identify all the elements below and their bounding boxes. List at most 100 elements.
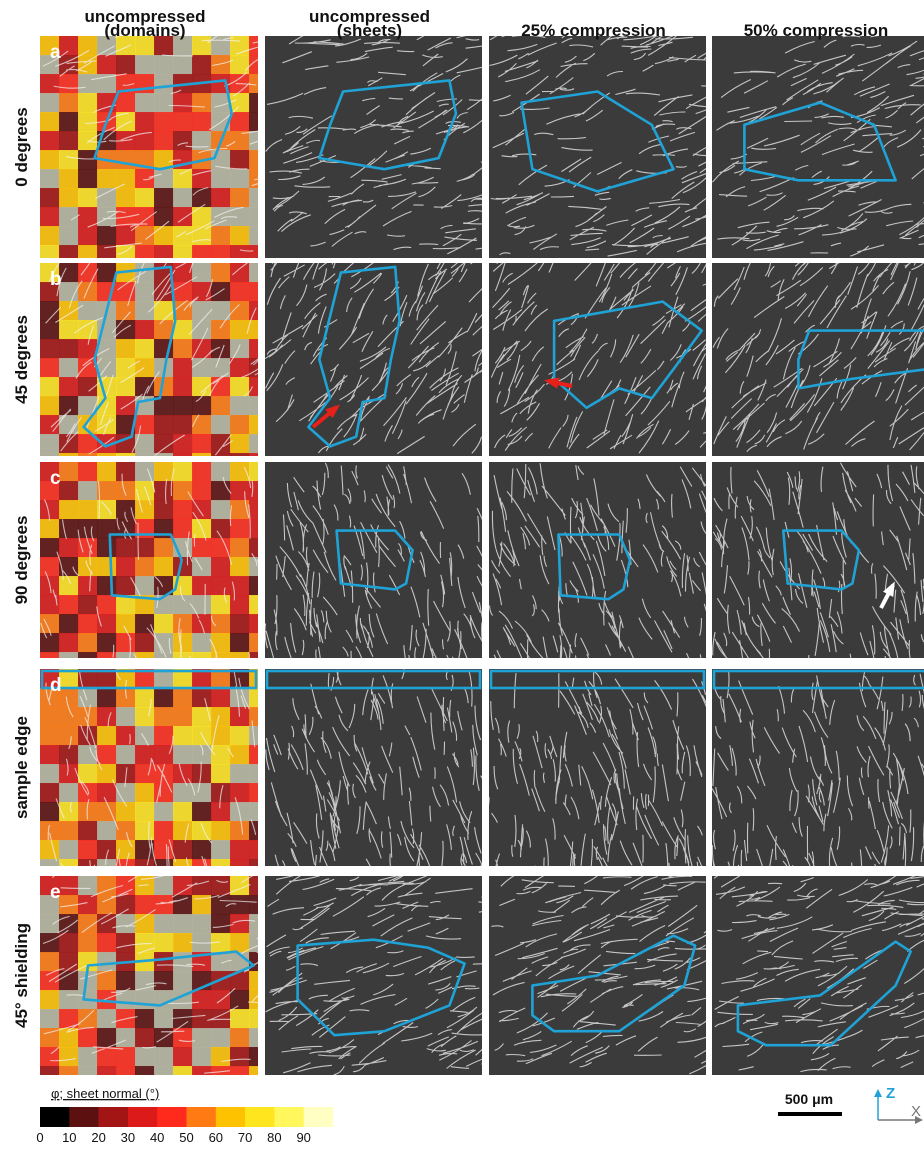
domain-block [211, 320, 231, 340]
domain-block [40, 538, 60, 558]
domain-block [59, 131, 79, 151]
domain-block [192, 131, 212, 151]
domain-block [59, 669, 79, 689]
domain-block [78, 576, 98, 596]
domain-block [211, 876, 231, 896]
domain-block [173, 453, 193, 456]
domain-block [192, 481, 212, 501]
domain-block [135, 301, 155, 321]
domain-block [249, 557, 258, 577]
domain-block [40, 519, 60, 539]
domain-block [154, 859, 174, 866]
domain-block [97, 1009, 117, 1029]
domain-block [249, 481, 258, 501]
domain-block [135, 933, 155, 953]
domain-block [135, 1047, 155, 1067]
panel-content [40, 876, 258, 1075]
domain-block [192, 358, 212, 378]
domain-block [230, 971, 250, 991]
domain-block [59, 895, 79, 915]
domain-block [154, 415, 174, 435]
domain-block [230, 358, 250, 378]
panel-content [265, 669, 482, 866]
sheet-texture [42, 876, 258, 1074]
domain-block [249, 282, 258, 302]
row-label: 0 degrees [12, 107, 31, 186]
domain-block [135, 377, 155, 397]
domain-block [249, 914, 258, 934]
domain-block [97, 1066, 117, 1075]
column-header: 25% compression [521, 21, 666, 40]
panel-content [265, 462, 482, 658]
domain-block [59, 112, 79, 132]
domain-block [192, 453, 212, 456]
domain-block [116, 669, 136, 689]
domain-block [97, 895, 117, 915]
axis-label: Z [886, 1085, 895, 1102]
region-outline [552, 300, 704, 410]
panel-background [712, 876, 924, 1075]
domain-block [116, 557, 136, 577]
domain-block [135, 500, 155, 520]
domain-block [230, 840, 250, 860]
domain-block [211, 226, 231, 246]
panel-content [489, 462, 706, 658]
domain-block [192, 245, 212, 258]
colorbar-segment [157, 1107, 187, 1127]
domain-block [40, 859, 60, 866]
domain-block [173, 669, 193, 689]
domain-block [78, 263, 98, 283]
domain-block [78, 481, 98, 501]
domain-block [211, 415, 231, 435]
domain-block [97, 481, 117, 501]
domain-block [135, 169, 155, 189]
domain-block [97, 207, 117, 227]
domain-block [135, 320, 155, 340]
domain-block [154, 726, 174, 746]
domain-block [135, 990, 155, 1010]
panel-content [712, 669, 924, 866]
domain-block [192, 415, 212, 435]
domain-block [135, 282, 155, 302]
axis-label: X [911, 1103, 921, 1120]
domain-block [59, 207, 79, 227]
domain-block [230, 320, 250, 340]
domain-block [249, 1028, 258, 1048]
domain-block [249, 226, 258, 246]
domain-block [78, 633, 98, 653]
domain-block [116, 339, 136, 359]
domain-block [135, 245, 155, 258]
panel-letter: d [50, 675, 62, 696]
domain-block [154, 1009, 174, 1029]
column-header: uncompressed [85, 7, 206, 26]
domain-block [97, 933, 117, 953]
domain-block [249, 207, 258, 227]
panel-content [489, 36, 706, 258]
micrograph-panel [40, 669, 258, 866]
domain-block [97, 55, 117, 75]
region-outline [296, 938, 466, 1037]
domain-block [135, 669, 155, 689]
domain-block [192, 1066, 212, 1075]
panel-letter: b [50, 269, 62, 290]
domain-block [97, 453, 117, 456]
domain-block [116, 538, 136, 558]
domain-block [249, 652, 258, 658]
domain-block [116, 859, 136, 866]
domain-block [135, 802, 155, 822]
domain-block [230, 188, 250, 208]
domain-block [97, 876, 117, 896]
domain-block [78, 783, 98, 803]
domain-block [40, 188, 60, 208]
domain-block [154, 226, 174, 246]
domain-block [154, 971, 174, 991]
domain-block [154, 914, 174, 934]
domain-block [78, 595, 98, 615]
domain-block [173, 745, 193, 765]
domain-block [230, 301, 250, 321]
domain-block [230, 453, 250, 456]
panel-background [712, 669, 924, 866]
domain-block [78, 396, 98, 416]
domain-block [154, 669, 174, 689]
panel-letter: e [50, 882, 61, 903]
